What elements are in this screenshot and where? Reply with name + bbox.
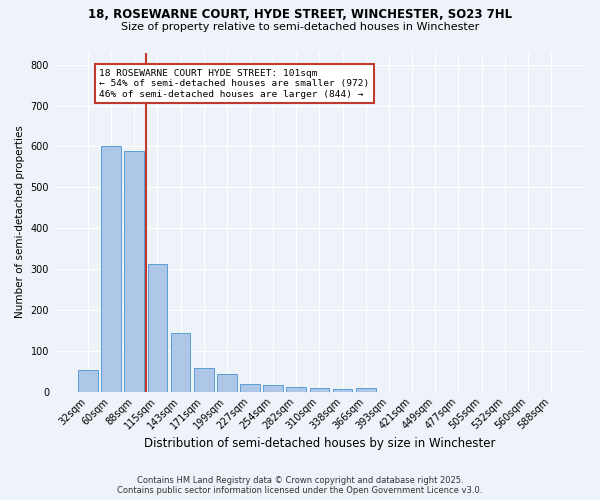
Text: Size of property relative to semi-detached houses in Winchester: Size of property relative to semi-detach… bbox=[121, 22, 479, 32]
Text: 18 ROSEWARNE COURT HYDE STREET: 101sqm
← 54% of semi-detached houses are smaller: 18 ROSEWARNE COURT HYDE STREET: 101sqm ←… bbox=[100, 69, 370, 98]
Bar bbox=[217, 374, 236, 392]
Y-axis label: Number of semi-detached properties: Number of semi-detached properties bbox=[15, 126, 25, 318]
Bar bbox=[78, 370, 98, 392]
Text: Contains HM Land Registry data © Crown copyright and database right 2025.
Contai: Contains HM Land Registry data © Crown c… bbox=[118, 476, 482, 495]
Bar bbox=[194, 368, 214, 392]
Bar bbox=[356, 388, 376, 392]
Bar bbox=[170, 333, 190, 392]
Bar bbox=[148, 264, 167, 392]
X-axis label: Distribution of semi-detached houses by size in Winchester: Distribution of semi-detached houses by … bbox=[144, 437, 495, 450]
Bar bbox=[240, 384, 260, 392]
Bar bbox=[310, 388, 329, 392]
Text: 18, ROSEWARNE COURT, HYDE STREET, WINCHESTER, SO23 7HL: 18, ROSEWARNE COURT, HYDE STREET, WINCHE… bbox=[88, 8, 512, 20]
Bar bbox=[333, 389, 352, 392]
Bar bbox=[286, 387, 306, 392]
Bar bbox=[124, 150, 144, 392]
Bar bbox=[263, 386, 283, 392]
Bar bbox=[101, 146, 121, 392]
